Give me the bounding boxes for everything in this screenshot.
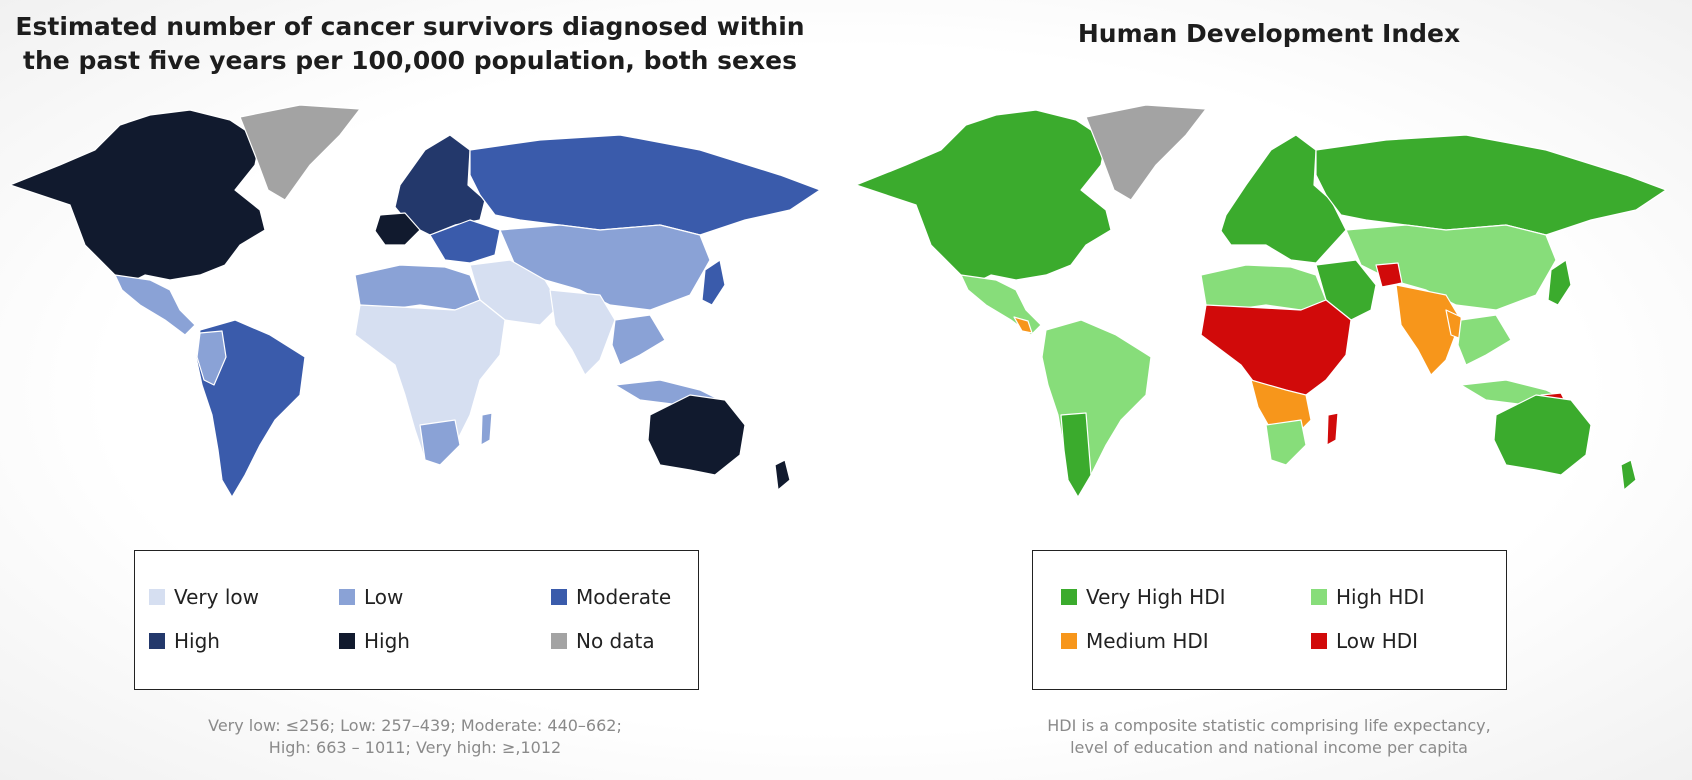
legend-label-very-high-hdi: Very High HDI	[1086, 585, 1226, 609]
cancer-map-title-line-2: the past five years per 100,000 populati…	[23, 46, 797, 75]
cancer-map-title-line-1: Estimated number of cancer survivors dia…	[15, 12, 805, 41]
hdi-map-legend: Very High HDI High HDI Medium HDI Low HD…	[1032, 550, 1507, 690]
region-afghanistan	[1375, 262, 1403, 288]
cancer-map-footnote: Very low: ≤256; Low: 257–439; Moderate: …	[0, 715, 830, 759]
region-south-asia	[549, 289, 616, 376]
legend-swatch-medium-hdi	[1061, 633, 1077, 649]
region-new-zealand	[774, 459, 791, 491]
cancer-footnote-line-2: High: 663 – 1011; Very high: ≥,1012	[268, 738, 562, 757]
region-russia	[1315, 134, 1667, 236]
legend-label-high: High	[174, 629, 220, 653]
region-greenland	[1085, 104, 1207, 201]
legend-item-very-low: Very low	[149, 585, 259, 609]
hdi-world-map	[855, 104, 1667, 498]
region-southeast-asia	[1457, 314, 1512, 366]
hdi-panel: Human Development Index	[846, 0, 1692, 780]
legend-swatch-very-high	[339, 633, 355, 649]
cancer-footnote-line-1: Very low: ≤256; Low: 257–439; Moderate: …	[208, 716, 622, 735]
region-north-africa	[354, 264, 481, 311]
hdi-map-footnote: HDI is a composite statistic comprising …	[846, 715, 1692, 759]
legend-swatch-low-hdi	[1311, 633, 1327, 649]
legend-label-very-low: Very low	[174, 585, 259, 609]
region-mexico	[114, 274, 196, 336]
region-europe	[1220, 134, 1347, 264]
cancer-survivors-panel: Estimated number of cancer survivors dia…	[0, 10, 830, 759]
legend-item-very-high-hdi: Very High HDI	[1061, 585, 1226, 609]
legend-swatch-high-hdi	[1311, 589, 1327, 605]
region-japan	[701, 259, 726, 306]
legend-swatch-moderate	[551, 589, 567, 605]
legend-item-high-hdi: High HDI	[1311, 585, 1425, 609]
region-australia	[647, 394, 746, 476]
legend-swatch-no-data	[551, 633, 567, 649]
hdi-map-title: Human Development Index	[1077, 19, 1461, 48]
legend-label-low-hdi: Low HDI	[1336, 629, 1419, 653]
region-andes	[196, 330, 227, 386]
cancer-map-title: Estimated number of cancer survivors dia…	[0, 10, 820, 78]
hdi-footnote-line-2: level of education and national income p…	[1070, 738, 1468, 757]
region-russia	[469, 134, 821, 236]
region-north-africa	[1200, 264, 1327, 311]
legend-item-very-high: High	[339, 629, 410, 653]
region-japan	[1547, 259, 1572, 306]
region-madagascar	[480, 412, 493, 446]
legend-swatch-very-low	[149, 589, 165, 605]
region-australia	[1493, 394, 1592, 476]
cancer-survivors-world-map	[9, 104, 821, 498]
region-southern-africa	[1265, 419, 1307, 466]
legend-item-low-hdi: Low HDI	[1311, 629, 1418, 653]
region-southeast-asia	[611, 314, 666, 366]
region-greenland	[239, 104, 361, 201]
legend-label-very-high: High	[364, 629, 410, 653]
region-africa	[1200, 299, 1352, 396]
region-southern-cone	[1060, 412, 1092, 498]
hdi-footnote-line-1: HDI is a composite statistic comprising …	[1047, 716, 1491, 735]
legend-label-high-hdi: High HDI	[1336, 585, 1425, 609]
legend-item-high: High	[149, 629, 220, 653]
region-new-zealand	[1620, 459, 1637, 491]
region-south-america	[1041, 319, 1152, 498]
legend-swatch-low	[339, 589, 355, 605]
region-europe-west	[374, 212, 421, 246]
region-southern-africa	[419, 419, 461, 466]
legend-swatch-very-high-hdi	[1061, 589, 1077, 605]
cancer-map-legend: Very low Low Moderate High High No data	[134, 550, 699, 690]
legend-item-medium-hdi: Medium HDI	[1061, 629, 1209, 653]
region-south-asia	[1395, 284, 1462, 376]
legend-item-moderate: Moderate	[551, 585, 671, 609]
legend-label-low: Low	[364, 585, 404, 609]
legend-label-no-data: No data	[576, 629, 655, 653]
legend-label-moderate: Moderate	[576, 585, 672, 609]
region-central-america	[1013, 316, 1033, 334]
legend-item-no-data: No data	[551, 629, 655, 653]
legend-label-medium-hdi: Medium HDI	[1086, 629, 1209, 653]
region-madagascar	[1326, 412, 1339, 446]
region-north-america	[9, 109, 266, 286]
region-europe-east	[429, 219, 501, 264]
region-north-america	[855, 109, 1112, 286]
legend-item-low: Low	[339, 585, 403, 609]
legend-swatch-high	[149, 633, 165, 649]
